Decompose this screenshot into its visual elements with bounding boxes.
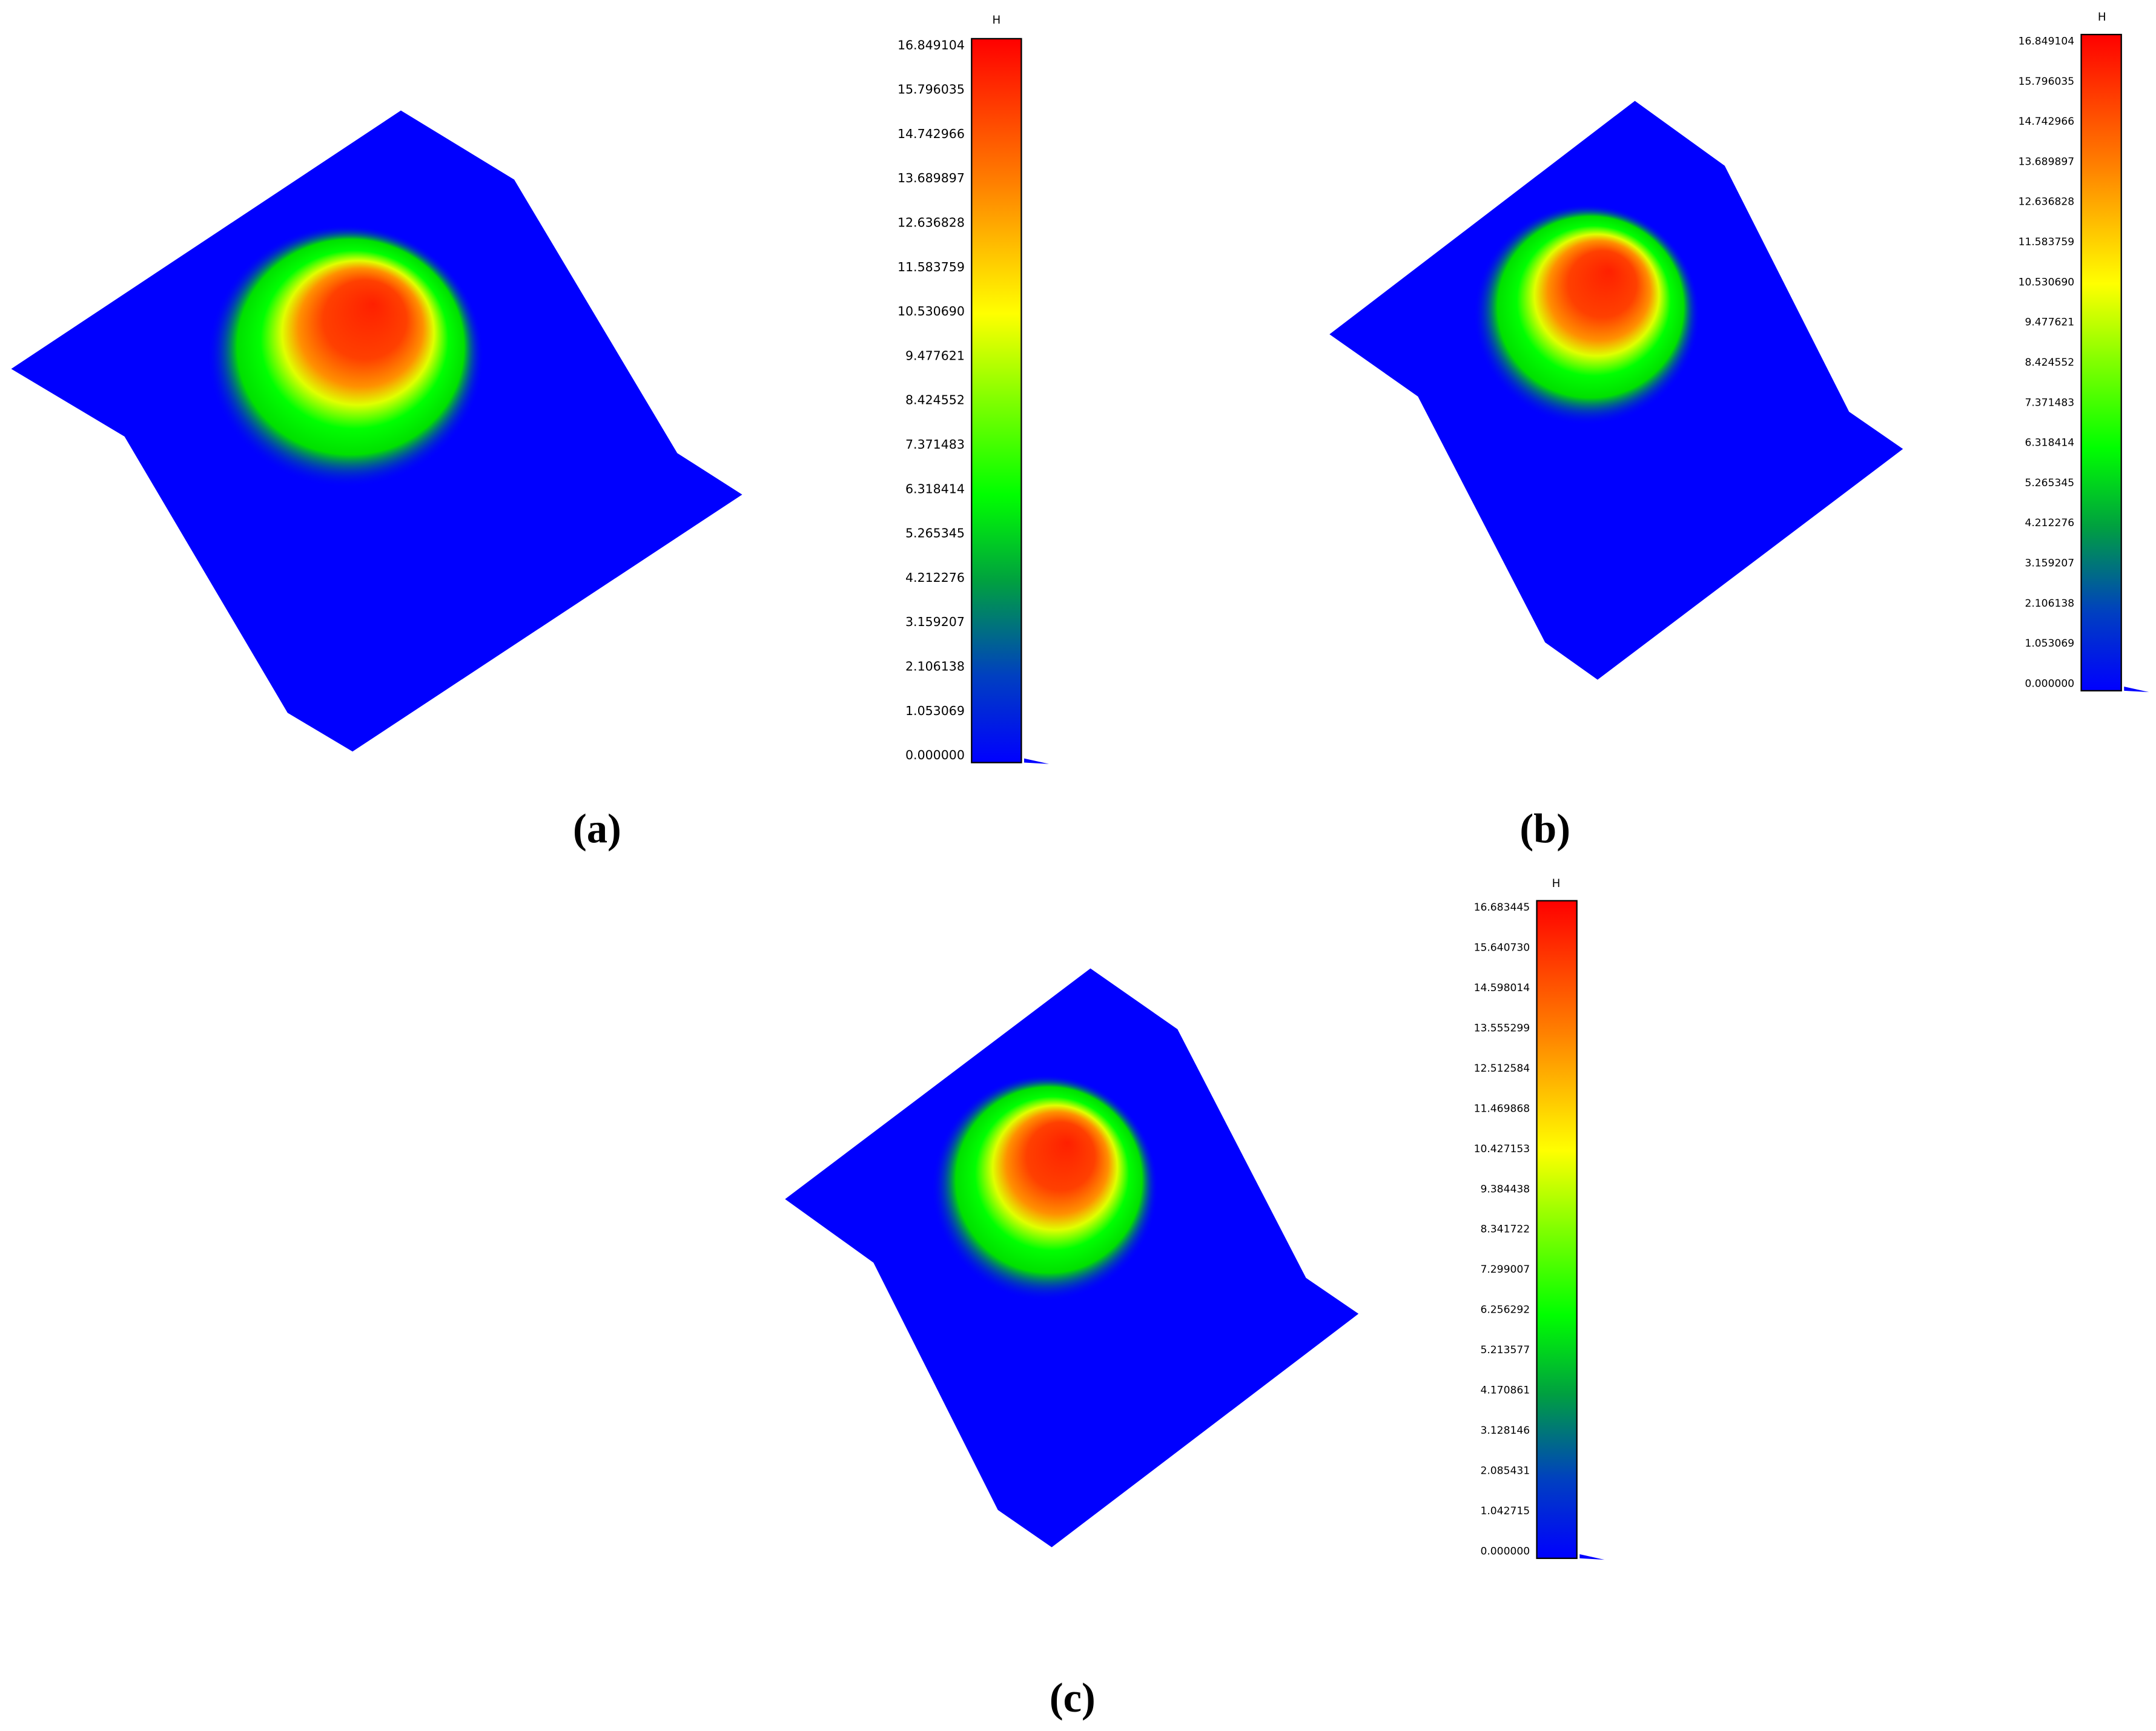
- colorbar-tick-label: 4.170861: [1480, 1385, 1530, 1397]
- colorbar-tick-label: 11.583759: [898, 260, 965, 274]
- colorbar-tick-label: 9.384438: [1480, 1183, 1530, 1195]
- panel-label: (c): [1050, 1675, 1096, 1721]
- colorbar-tick-label: 6.318414: [2025, 437, 2074, 449]
- colorbar-tick-label: 7.299007: [1480, 1264, 1530, 1276]
- colorbar-tick-label: 8.424552: [905, 393, 965, 407]
- colorbar: [2080, 33, 2122, 692]
- panel: H 16.849104 15.796035 14.742966 13.689897 12.…: [1329, 11, 2149, 852]
- colorbar-tick-label: 5.213577: [1480, 1344, 1530, 1356]
- colorbar-tick-label: 0.000000: [1480, 1545, 1530, 1557]
- colorbar-tick-label: 9.477621: [905, 348, 965, 363]
- colorbar-tick-label: 15.796035: [898, 82, 965, 97]
- colorbar-tick-label: 15.640730: [1474, 942, 1530, 954]
- panel: H 16.683445 15.640730 14.598014 13.555299 12.…: [785, 877, 1605, 1721]
- colorbar-tick-label: 1.042715: [1480, 1505, 1530, 1517]
- colorbar-marker: [2124, 687, 2149, 693]
- panel: H 16.849104 15.796035 14.742966 13.689897 12.…: [11, 14, 1050, 852]
- colorbar-tick-label: 10.530690: [2019, 276, 2075, 288]
- colorbar-marker: [1579, 1554, 1605, 1560]
- colorbar-tick-label: 2.085431: [1480, 1465, 1530, 1477]
- colorbar-tick-label: 0.000000: [2025, 678, 2074, 690]
- colorbar-title: H: [1552, 877, 1561, 890]
- colorbar-tick-label: 16.683445: [1474, 902, 1530, 914]
- colorbar-tick-label: 4.212276: [905, 570, 965, 585]
- colorbar-tick-label: 14.598014: [1474, 982, 1530, 994]
- colorbar-tick-label: 5.265345: [2025, 477, 2074, 489]
- colorbar: [1536, 900, 1578, 1559]
- height-blob: [1473, 204, 1700, 426]
- colorbar-tick-label: 15.796035: [2019, 76, 2075, 88]
- height-blob: [207, 225, 484, 488]
- colorbar-tick-label: 7.371483: [905, 437, 965, 452]
- colorbar-tick-label: 7.371483: [2025, 397, 2074, 409]
- colorbar-tick-label: 13.689897: [898, 171, 965, 185]
- colorbar-tick-label: 16.849104: [2019, 35, 2075, 47]
- panel-label: (a): [573, 806, 621, 852]
- colorbar-tick-label: 12.512584: [1474, 1063, 1530, 1075]
- colorbar-tick-label: 0.000000: [905, 748, 965, 762]
- colorbar-tick-label: 6.318414: [905, 481, 965, 496]
- colorbar-tick-label: 13.555299: [1474, 1022, 1530, 1034]
- colorbar-tick-label: 12.636828: [2019, 196, 2075, 208]
- colorbar-tick-label: 6.256292: [1480, 1304, 1530, 1316]
- colorbar-tick-label: 10.427153: [1474, 1143, 1530, 1155]
- colorbar-title: H: [2098, 11, 2106, 24]
- colorbar-tick-label: 14.742966: [2019, 116, 2075, 128]
- colorbar-tick-label: 13.689897: [2019, 156, 2075, 168]
- colorbar-tick-label: 4.212276: [2025, 517, 2074, 529]
- colorbar-tick-label: 2.106138: [2025, 598, 2074, 610]
- height-blob: [931, 1075, 1159, 1302]
- colorbar-tick-label: 3.159207: [905, 615, 965, 629]
- colorbar-tick-label: 11.469868: [1474, 1103, 1530, 1115]
- colorbar-tick-label: 8.424552: [2025, 357, 2074, 369]
- colorbar-tick-label: 16.849104: [898, 38, 965, 52]
- colorbar-tick-label: 3.128146: [1480, 1425, 1530, 1437]
- colorbar-marker: [1024, 758, 1050, 764]
- colorbar-tick-label: 2.106138: [905, 659, 965, 674]
- colorbar-tick-label: 12.636828: [898, 215, 965, 229]
- panel-label: (b): [1519, 806, 1570, 852]
- colorbar-tick-label: 5.265345: [905, 526, 965, 541]
- colorbar-tick-label: 1.053069: [905, 704, 965, 718]
- colorbar-tick-label: 1.053069: [2025, 638, 2074, 650]
- colorbar-tick-label: 11.583759: [2019, 236, 2075, 248]
- colorbar-tick-label: 14.742966: [898, 127, 965, 141]
- colorbar-tick-label: 10.530690: [898, 304, 965, 318]
- colorbar-title: H: [993, 14, 1001, 27]
- colorbar-tick-label: 8.341722: [1480, 1224, 1530, 1236]
- colorbar-tick-label: 3.159207: [2025, 558, 2074, 570]
- colorbar-tick-label: 9.477621: [2025, 317, 2074, 329]
- colorbar: [971, 38, 1022, 763]
- panels: H 16.849104 15.796035 14.742966 13.689897 12.…: [11, 11, 2149, 1721]
